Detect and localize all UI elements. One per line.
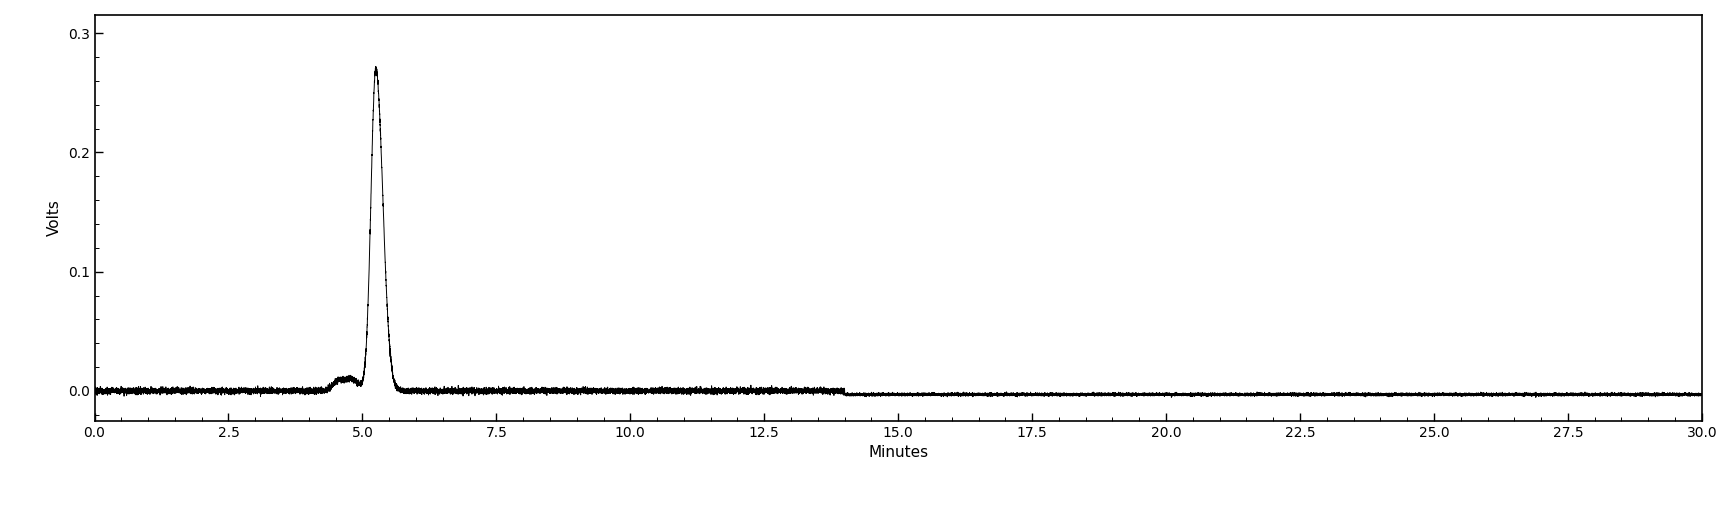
Y-axis label: Volts: Volts <box>46 200 62 236</box>
X-axis label: Minutes: Minutes <box>868 445 928 460</box>
